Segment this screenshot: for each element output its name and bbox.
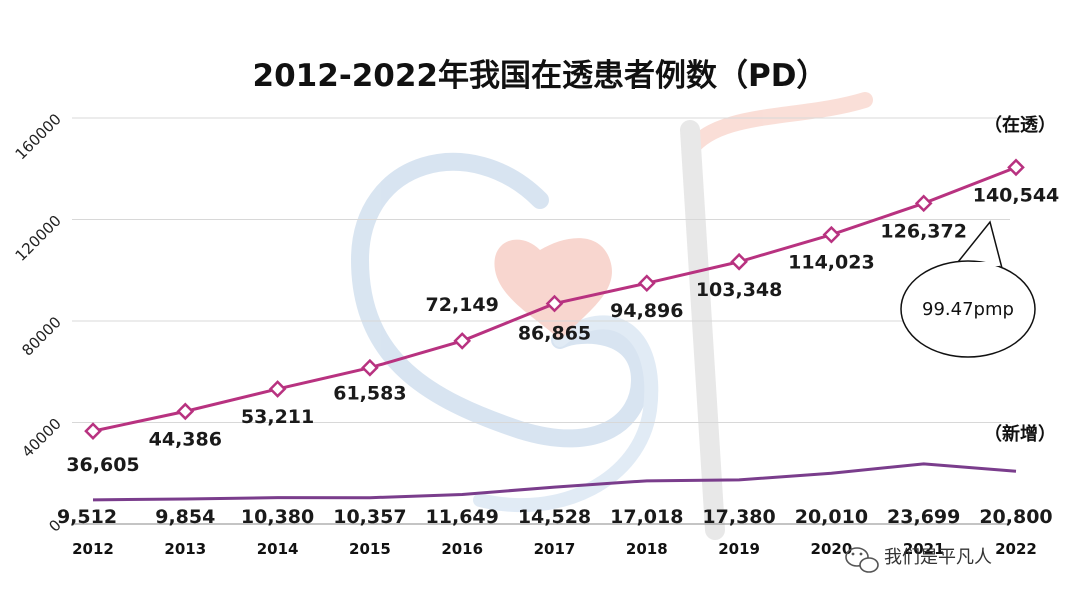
data-label-xinzeng: 20,010 bbox=[795, 506, 868, 528]
y-tick-label: 160000 bbox=[12, 110, 65, 163]
series-group: 36,605 44,386 53,211 61,583 72,149 86,865 94,8… bbox=[57, 158, 1060, 528]
background-logo bbox=[350, 92, 873, 540]
data-point-zaitou bbox=[176, 402, 195, 421]
y-tick-label: 80000 bbox=[18, 313, 64, 359]
data-point-zaitou bbox=[914, 194, 933, 213]
pmp-callout: 99.47pmp bbox=[900, 220, 1036, 358]
data-label-xinzeng: 20,800 bbox=[979, 506, 1052, 528]
data-label-xinzeng: 10,357 bbox=[333, 506, 406, 528]
data-label-zaitou: 94,896 bbox=[610, 300, 683, 322]
data-point-zaitou bbox=[1007, 158, 1025, 177]
watermark-text: 我们是平凡人 bbox=[884, 547, 992, 568]
data-label-xinzeng: 17,018 bbox=[610, 506, 683, 528]
x-tick-label: 2020 bbox=[811, 540, 853, 558]
data-label-zaitou: 140,544 bbox=[973, 184, 1060, 206]
data-label-zaitou: 114,023 bbox=[788, 252, 875, 274]
data-label-zaitou: 86,865 bbox=[518, 323, 591, 345]
data-label-xinzeng: 10,380 bbox=[241, 506, 314, 528]
x-tick-label: 2019 bbox=[718, 540, 760, 558]
x-tick-label: 2022 bbox=[995, 540, 1037, 558]
data-label-zaitou: 61,583 bbox=[333, 383, 406, 405]
series-line-xinzeng bbox=[92, 462, 1017, 502]
data-label-xinzeng: 17,380 bbox=[702, 506, 775, 528]
x-tick-label: 2021 bbox=[903, 540, 945, 558]
data-point-zaitou bbox=[268, 380, 287, 398]
data-label-xinzeng: 11,649 bbox=[426, 506, 499, 528]
x-tick-label: 2016 bbox=[441, 540, 483, 558]
data-label-xinzeng: 9,512 bbox=[57, 506, 117, 528]
x-tick-label: 2015 bbox=[349, 540, 391, 558]
data-label-zaitou: 53,211 bbox=[241, 406, 314, 428]
data-label-zaitou: 44,386 bbox=[149, 428, 222, 450]
data-label-zaitou: 36,605 bbox=[66, 454, 139, 476]
data-label-xinzeng: 23,699 bbox=[887, 506, 960, 528]
data-point-zaitou bbox=[822, 225, 841, 244]
series-label-xinzeng: （新增） bbox=[984, 423, 1056, 445]
data-point-zaitou bbox=[730, 252, 748, 271]
data-label-zaitou: 103,348 bbox=[696, 279, 783, 301]
x-tick-label: 2012 bbox=[72, 540, 114, 558]
y-tick-label: 120000 bbox=[12, 212, 65, 265]
data-point-zaitou bbox=[361, 358, 379, 377]
watermark: 我们是平凡人 bbox=[845, 547, 992, 573]
callout-text: 99.47pmp bbox=[922, 299, 1014, 320]
y-tick-label: 40000 bbox=[18, 415, 64, 461]
data-label-xinzeng: 9,854 bbox=[155, 506, 215, 528]
data-point-zaitou bbox=[84, 422, 102, 440]
data-label-zaitou: 72,149 bbox=[426, 294, 499, 316]
chart-title: 2012-2022年我国在透患者例数（PD） bbox=[253, 58, 828, 94]
x-tick-label: 2013 bbox=[164, 540, 206, 558]
x-tick-label: 2014 bbox=[257, 540, 299, 558]
gridlines bbox=[72, 117, 1010, 525]
series-label-zaitou: （在透） bbox=[984, 114, 1056, 136]
callout-bubble bbox=[900, 260, 1036, 358]
x-tick-label: 2018 bbox=[626, 540, 668, 558]
wechat-icon bbox=[845, 547, 879, 573]
x-tick-label: 2017 bbox=[534, 540, 576, 558]
x-axis-ticks: 2012 2013 2014 2015 2016 2017 2018 2019 2020 2021… bbox=[72, 540, 1037, 558]
data-point-zaitou bbox=[453, 332, 472, 350]
data-label-zaitou: 126,372 bbox=[880, 220, 967, 242]
data-point-zaitou bbox=[545, 294, 564, 313]
data-label-xinzeng: 14,528 bbox=[518, 506, 591, 528]
data-point-zaitou bbox=[637, 274, 656, 293]
callout-pointer bbox=[957, 220, 1004, 273]
